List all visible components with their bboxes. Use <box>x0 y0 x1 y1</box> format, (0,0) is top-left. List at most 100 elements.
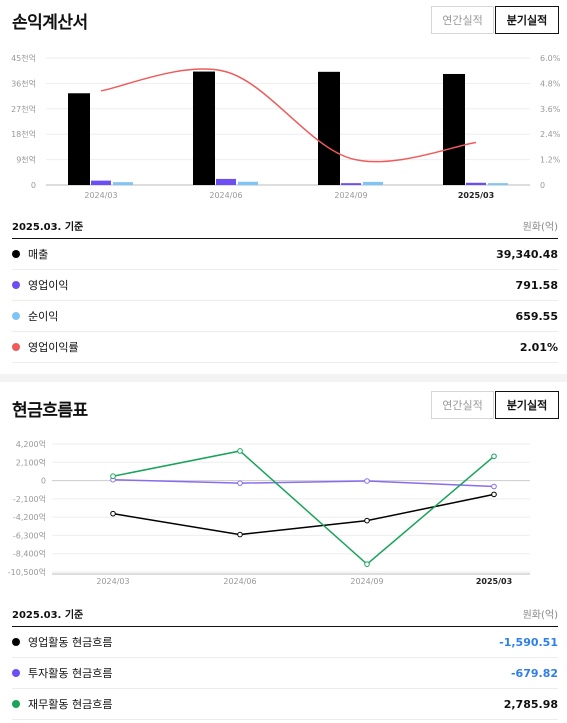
cash-quarterly-button[interactable]: 분기실적 <box>495 391 559 419</box>
bar <box>91 180 111 185</box>
data-point <box>364 478 370 484</box>
table-row: 투자활동 현금흐름 -679.82 <box>12 658 558 689</box>
y-tick-label: 4,200억 <box>16 439 46 449</box>
y2-tick-label: 2.4% <box>540 130 561 139</box>
row-label: 매출 <box>28 248 49 261</box>
y-tick-label: -10,500억 <box>8 567 46 577</box>
y-tick-label: 9천억 <box>16 155 36 165</box>
x-tick-label: 2024/09 <box>350 577 383 586</box>
bar <box>68 93 90 185</box>
row-label: 영업이익률 <box>28 341 79 354</box>
row-label-wrap: 매출 <box>12 246 48 262</box>
row-value: -1,590.51 <box>499 635 558 649</box>
income-table-header: 2025.03. 기준 원화(억) <box>12 212 558 239</box>
y2-tick-label: 0 <box>540 181 545 190</box>
cash-chart: 4,200억 2,100억 0 -2,100억 -4,200억 -6,300억 -8,400… <box>8 439 530 586</box>
x-tick-label: 2024/06 <box>223 577 256 586</box>
y-tick-label: -8,400억 <box>13 549 46 559</box>
data-point <box>110 510 116 517</box>
bar <box>488 183 508 185</box>
row-label-wrap: 영업이익률 <box>12 339 79 355</box>
legend-dot-icon <box>12 669 20 677</box>
table-row: 영업활동 현금흐름 -1,590.51 <box>12 627 558 658</box>
income-unit: 원화(억) <box>522 221 558 233</box>
table-row: 순이익 659.55 <box>12 301 558 332</box>
data-point <box>237 480 243 486</box>
cash-unit: 원화(억) <box>522 609 558 621</box>
cash-basis-date: 2025.03. 기준 <box>12 609 84 621</box>
row-value: -679.82 <box>510 666 558 680</box>
data-point <box>110 473 116 480</box>
bar <box>238 181 258 185</box>
y2-tick-label: 1.2% <box>540 156 561 165</box>
x-tick-label: 2025/03 <box>476 577 512 586</box>
income-statement-section: 손익계산서 연간실적 분기실적 0 9천억 18천억 27천억 36천억 45천억 0 1.2… <box>11 6 561 363</box>
line-series <box>100 68 477 163</box>
bar <box>318 71 340 185</box>
row-value: 2,785.98 <box>503 697 558 711</box>
income-title: 손익계산서 <box>12 13 88 33</box>
bar <box>443 73 465 185</box>
legend-dot-icon <box>12 343 20 351</box>
cash-table-header: 2025.03. 기준 원화(억) <box>12 600 558 627</box>
x-tick-label: 2024/03 <box>84 191 117 200</box>
income-chart: 0 9천억 18천억 27천억 36천억 45천억 0 1.2% 2.4% 3.6% 4.8% 6.0… <box>11 53 561 200</box>
row-value: 2.01% <box>519 340 558 354</box>
y2-tick-label: 4.8% <box>540 79 561 88</box>
data-point <box>237 448 243 454</box>
y-tick-label: 0 <box>41 477 46 486</box>
table-row: 매출 39,340.48 <box>12 239 558 270</box>
row-label-wrap: 재무활동 현금흐름 <box>12 696 112 712</box>
data-point <box>364 517 370 524</box>
line-series <box>112 478 495 488</box>
bar <box>113 182 133 185</box>
x-tick-label: 2024/03 <box>96 577 129 586</box>
bar <box>216 178 236 185</box>
row-label-wrap: 영업활동 현금흐름 <box>12 634 112 650</box>
y-tick-label: 2,100억 <box>16 457 46 467</box>
y2-tick-label: 6.0% <box>540 54 561 63</box>
bar <box>363 181 383 185</box>
y-tick-label: -6,300억 <box>13 530 46 540</box>
data-point <box>491 491 497 498</box>
row-value: 791.58 <box>515 278 558 292</box>
bar <box>193 71 215 185</box>
row-label-wrap: 순이익 <box>12 308 58 324</box>
income-table: 2025.03. 기준 원화(억) 매출 39,340.48 영업이익 791.58 순… <box>12 212 558 363</box>
bar <box>466 182 486 185</box>
y-tick-label: 0 <box>31 181 36 190</box>
x-tick-label: 2024/06 <box>209 191 242 200</box>
legend-dot-icon <box>12 250 20 258</box>
cash-annual-button[interactable]: 연간실적 <box>431 391 494 419</box>
y-tick-label: 18천억 <box>11 129 36 139</box>
line-series <box>112 450 495 566</box>
income-quarterly-button[interactable]: 분기실적 <box>495 6 559 34</box>
data-point <box>491 453 497 460</box>
x-tick-label: 2024/09 <box>334 191 367 200</box>
row-label: 순이익 <box>28 310 59 323</box>
y-tick-label: -4,200억 <box>13 512 46 522</box>
row-label: 영업이익 <box>28 279 69 292</box>
y-tick-label: 36천억 <box>11 78 36 88</box>
row-label-wrap: 투자활동 현금흐름 <box>12 665 112 681</box>
x-tick-label: 2025/03 <box>458 191 494 200</box>
income-basis-date: 2025.03. 기준 <box>12 221 84 233</box>
row-label: 영업활동 현금흐름 <box>28 636 113 649</box>
line-series <box>112 493 495 536</box>
data-point <box>491 483 497 490</box>
legend-dot-icon <box>12 700 20 708</box>
bar <box>341 183 361 185</box>
income-annual-button[interactable]: 연간실적 <box>431 6 494 34</box>
y2-tick-label: 3.6% <box>540 105 561 114</box>
table-row: 영업이익 791.58 <box>12 270 558 301</box>
row-label: 재무활동 현금흐름 <box>28 698 113 711</box>
row-value: 659.55 <box>515 309 558 323</box>
section-divider <box>0 374 567 382</box>
data-point <box>237 531 243 538</box>
legend-dot-icon <box>12 638 20 646</box>
row-value: 39,340.48 <box>496 247 558 261</box>
cash-title: 현금흐름표 <box>12 401 88 421</box>
table-row: 영업이익률 2.01% <box>12 332 558 363</box>
row-label: 투자활동 현금흐름 <box>28 667 113 680</box>
table-row: 재무활동 현금흐름 2,785.98 <box>12 689 558 720</box>
